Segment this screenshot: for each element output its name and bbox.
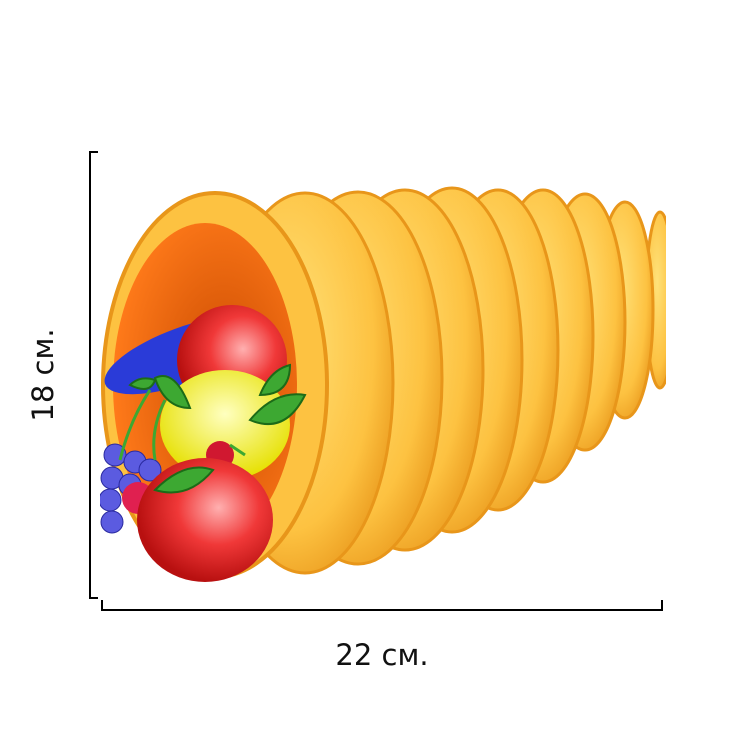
- cornucopia: [100, 186, 666, 582]
- width-label: 22 см.: [335, 638, 428, 672]
- dimension-lines: [89, 151, 663, 611]
- height-label: 18 см.: [26, 328, 60, 421]
